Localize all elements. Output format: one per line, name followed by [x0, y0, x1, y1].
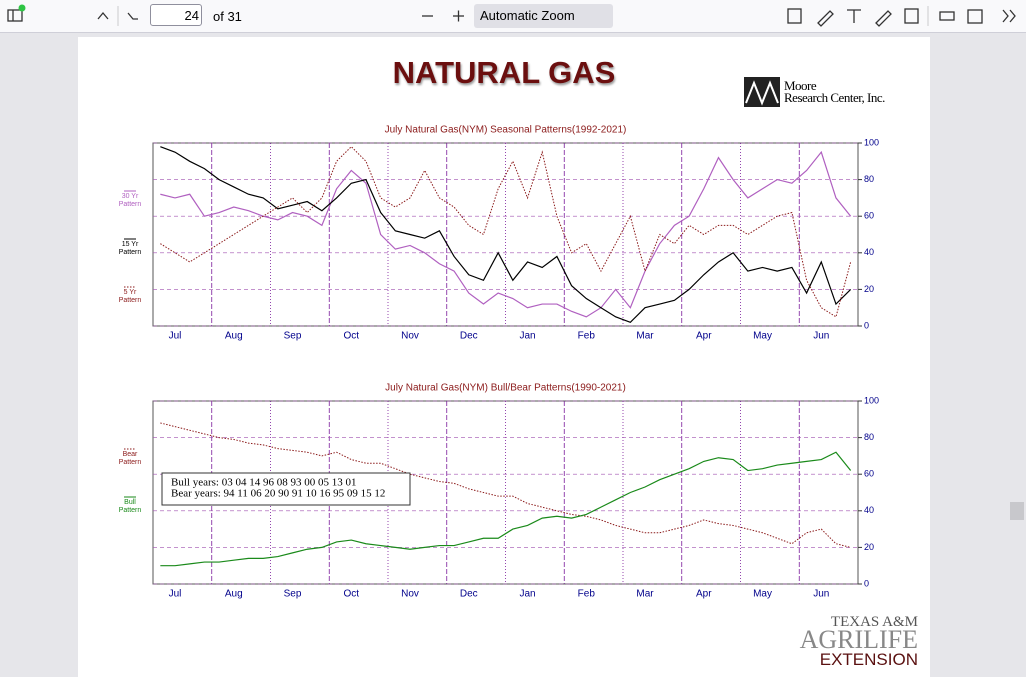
scrollbar-thumb[interactable] [1010, 502, 1024, 520]
save[interactable] [967, 9, 983, 24]
annotation: Bull years: 03 04 14 96 08 93 00 05 13 0… [171, 477, 356, 489]
x-tick-label: Jul [169, 589, 182, 600]
series-line [160, 150, 852, 318]
x-tick-label: Jun [813, 331, 829, 342]
x-tick-label: Dec [460, 589, 478, 600]
x-tick-label: Mar [636, 331, 654, 342]
logo-text: Moore [784, 78, 817, 93]
y-tick-label: 40 [864, 505, 874, 515]
y-tick-label: 100 [864, 137, 879, 147]
chart-title: July Natural Gas(NYM) Seasonal Patterns(… [385, 125, 627, 136]
sidebar-toggle[interactable] [7, 9, 23, 22]
x-tick-label: Sep [284, 589, 302, 600]
series-line [160, 145, 852, 318]
print[interactable] [939, 11, 955, 21]
toolbar-icons [7, 4, 1016, 27]
next-page[interactable] [127, 12, 138, 20]
x-tick-label: May [753, 589, 772, 600]
y-tick-label: 60 [864, 211, 874, 221]
y-tick-label: 100 [864, 395, 879, 405]
x-tick-label: Feb [578, 589, 596, 600]
x-tick-label: Jan [519, 589, 535, 600]
x-tick-label: Jul [169, 331, 182, 342]
legend-label: 15 Yr Pattern [118, 241, 142, 256]
agrilife-text: TEXAS A&M [830, 614, 918, 630]
series-line [160, 422, 851, 548]
zoom-select[interactable]: Automatic Zoom [474, 4, 613, 28]
y-tick-label: 0 [864, 578, 869, 588]
x-tick-label: Aug [225, 331, 243, 342]
toolbar: 24 of 31 Automatic Zoom [0, 0, 1026, 33]
y-tick-label: 60 [864, 469, 874, 479]
zoom-text: Automatic Zoom [480, 8, 575, 23]
x-tick-label: Dec [460, 331, 478, 342]
pdf-page: NATURAL GAS Moore Research Center, Inc. … [78, 37, 930, 677]
x-tick-label: May [753, 331, 772, 342]
highlight[interactable] [817, 10, 834, 27]
x-tick-label: Nov [401, 331, 419, 342]
y-tick-label: 20 [864, 542, 874, 552]
x-tick-label: Jun [813, 589, 829, 600]
prev-page[interactable] [97, 11, 109, 20]
series-line [160, 451, 852, 567]
y-tick-label: 80 [864, 432, 874, 442]
x-tick-label: Mar [636, 589, 654, 600]
charts: July Natural Gas(NYM) Seasonal Patterns(… [124, 125, 879, 600]
series-line [160, 146, 852, 324]
x-tick-label: Feb [578, 331, 596, 342]
agrilife-text: AGRILIFE [799, 625, 918, 654]
chart-title: July Natural Gas(NYM) Bull/Bear Patterns… [385, 383, 626, 394]
agrilife-text: EXTENSION [819, 650, 918, 669]
annotation: Bear years: 94 11 06 20 90 91 10 16 95 0… [171, 488, 385, 500]
page-number-input[interactable]: 24 [150, 4, 202, 26]
y-tick-label: 80 [864, 174, 874, 184]
doc-title: NATURAL GAS [392, 55, 616, 90]
y-tick-label: 20 [864, 284, 874, 294]
annotation-box [161, 472, 411, 506]
x-tick-label: Nov [401, 589, 419, 600]
x-tick-label: Aug [225, 589, 243, 600]
page-count: of 31 [213, 9, 242, 24]
edit-pdf[interactable] [787, 8, 802, 24]
logo-text: Research Center, Inc. [784, 90, 885, 105]
moore-logo-mark [744, 77, 780, 107]
x-tick-label: Oct [344, 589, 360, 600]
x-tick-label: Jan [519, 331, 535, 342]
x-tick-label: Sep [284, 331, 302, 342]
y-tick-label: 40 [864, 247, 874, 257]
x-tick-label: Apr [696, 331, 712, 342]
more[interactable] [1002, 9, 1009, 23]
legend-label: 5 Yr Pattern [118, 289, 142, 304]
image[interactable] [904, 8, 919, 24]
text-tool[interactable] [847, 9, 861, 23]
legend-label: 30 Yr Pattern [118, 193, 142, 208]
x-tick-label: Oct [344, 331, 360, 342]
legend-label: Bull Pattern [118, 499, 142, 514]
y-tick-label: 0 [864, 320, 869, 330]
x-tick-label: Apr [696, 589, 712, 600]
legend-label: Bear Pattern [118, 451, 142, 466]
draw[interactable] [875, 10, 892, 27]
